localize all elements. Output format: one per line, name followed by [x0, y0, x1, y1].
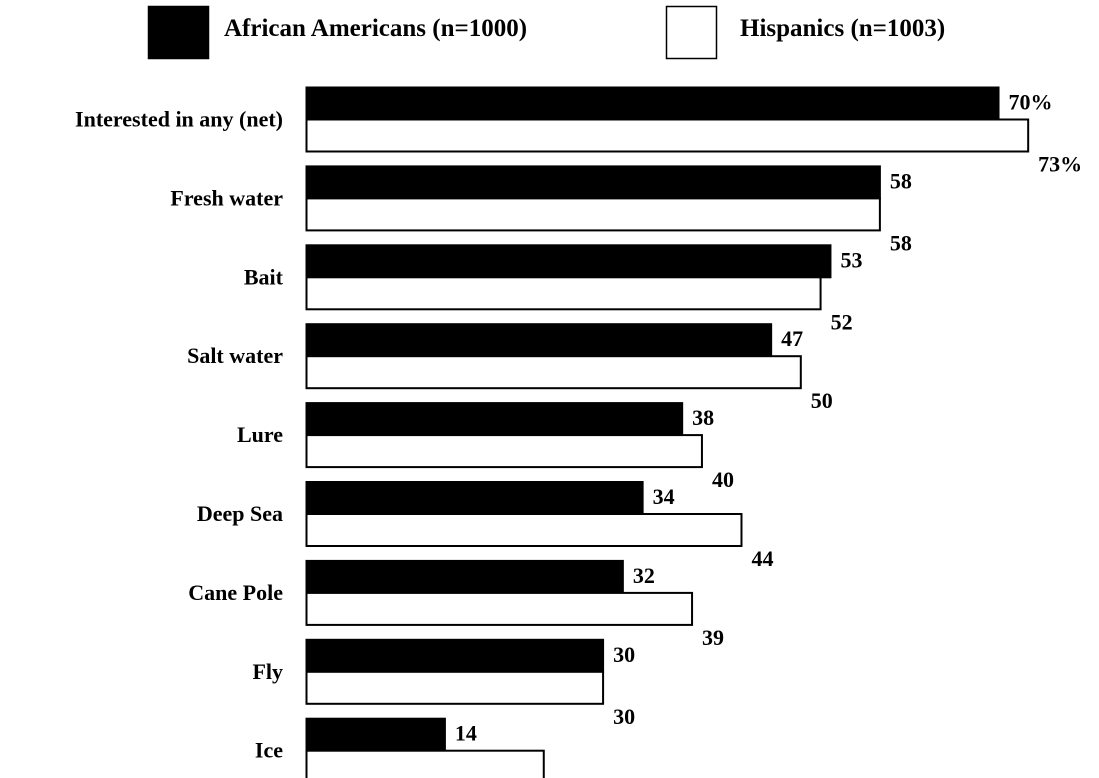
bar-african-americans	[305, 323, 773, 358]
legend-swatch-1	[665, 5, 718, 60]
value-label: 14	[455, 721, 477, 746]
category-label: Deep Sea	[197, 501, 283, 526]
value-label: 32	[633, 563, 655, 588]
value-label: 53	[840, 247, 862, 272]
bar-hispanics	[305, 434, 703, 469]
value-label: 58	[890, 230, 912, 255]
bar-hispanics	[305, 513, 743, 547]
category-label: Salt water	[187, 343, 283, 368]
value-label: 70%	[1009, 90, 1053, 115]
value-label: 34	[653, 484, 675, 509]
value-label: 47	[781, 326, 803, 351]
bar-african-americans	[305, 717, 446, 752]
value-label: 52	[831, 309, 853, 334]
category-labels: Interested in any (net) Fresh water Bait Sa…	[75, 107, 284, 763]
category-label: Fly	[252, 659, 283, 684]
bar-hispanics	[305, 118, 1030, 153]
category-label: Ice	[255, 738, 283, 763]
category-label: Bait	[244, 264, 284, 289]
bar-african-americans	[305, 481, 644, 515]
legend-swatch-0	[147, 5, 210, 60]
value-label: 44	[751, 546, 773, 571]
bar-hispanics	[305, 276, 822, 311]
category-label: Fresh water	[170, 185, 283, 210]
category-label: Lure	[237, 422, 283, 447]
bars: 70%73%58585352475038403444323930301424	[305, 86, 1082, 778]
value-label: 30	[613, 704, 635, 729]
bar-hispanics	[305, 355, 802, 390]
category-label: Cane Pole	[188, 580, 283, 605]
bar-african-americans	[305, 244, 832, 279]
bar-hispanics	[305, 670, 605, 705]
value-label: 30	[613, 642, 635, 667]
bar-african-americans	[305, 559, 624, 594]
bar-african-americans	[305, 86, 1000, 121]
bar-hispanics	[305, 591, 694, 626]
legend-label-0: African Americans (n=1000)	[224, 15, 527, 42]
value-label: 58	[890, 168, 912, 193]
bar-hispanics	[305, 749, 545, 778]
value-label: 40	[712, 467, 734, 492]
value-label: 39	[702, 625, 724, 650]
bar-african-americans	[305, 165, 881, 200]
legend: African Americans (n=1000) Hispanics (n=1…	[147, 5, 945, 60]
value-label: 73%	[1038, 152, 1082, 177]
bar-african-americans	[305, 402, 684, 437]
legend-label-1: Hispanics (n=1003)	[740, 15, 945, 42]
value-label: 50	[811, 388, 833, 413]
category-label: Interested in any (net)	[75, 107, 283, 132]
bar-african-americans	[305, 638, 605, 673]
bar-hispanics	[305, 197, 881, 232]
value-label: 38	[692, 405, 714, 430]
